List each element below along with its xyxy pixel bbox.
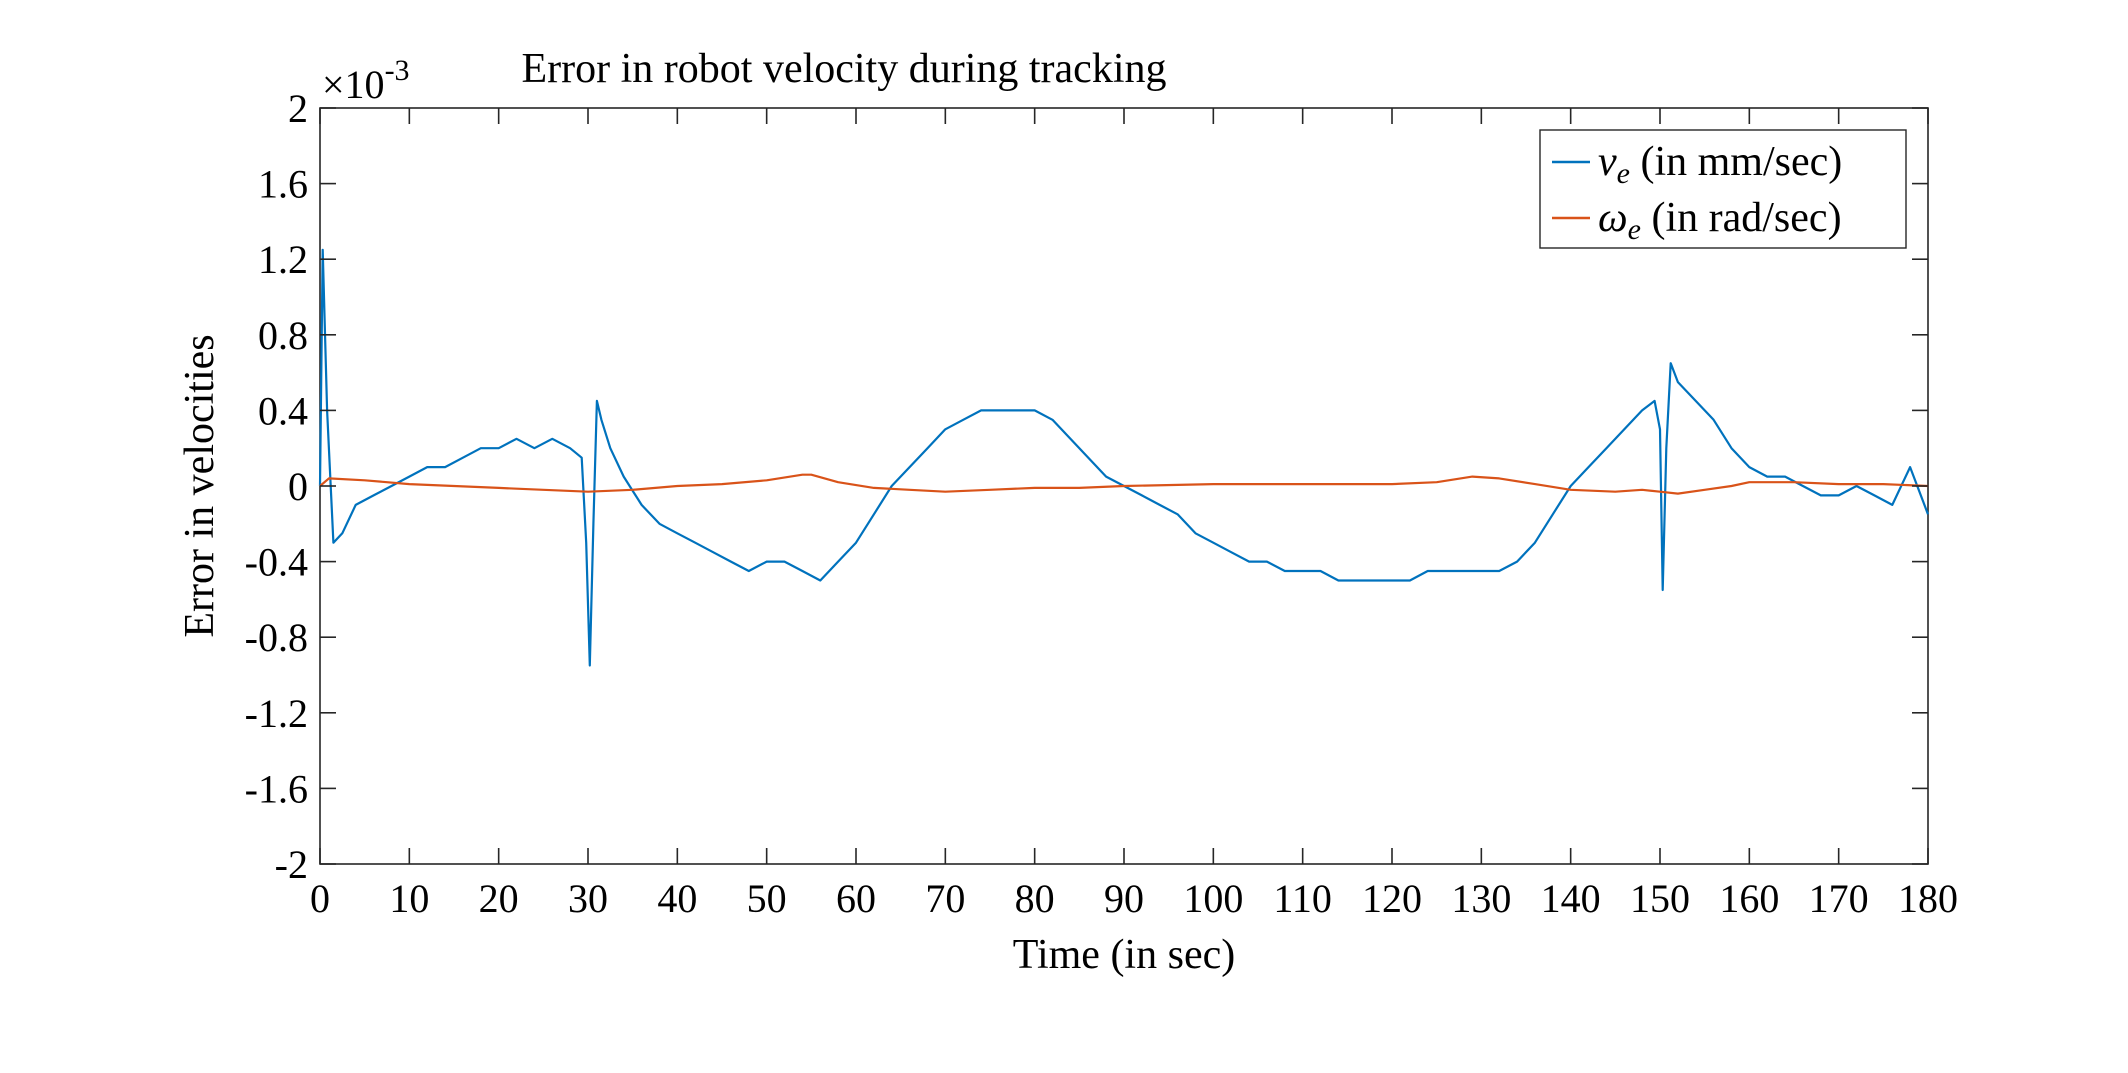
legend: ve (in mm/sec)ωe (in rad/sec) [1539,129,1907,249]
x-tick-label: 150 [1630,876,1690,921]
x-tick-label: 110 [1273,876,1332,921]
x-tick-marks [319,108,1929,864]
y-tick-label: -1.2 [245,691,308,736]
series-line-omega-e [319,473,1929,495]
y-tick-label: 0.4 [258,388,308,433]
x-tick-label: 20 [479,876,519,921]
x-tick-label: 40 [657,876,697,921]
y-tick-label: 1.6 [258,162,308,207]
x-axis-title: Time (in sec) [1013,932,1235,978]
x-tick-label: 160 [1719,876,1779,921]
x-tick-label: 100 [1183,876,1243,921]
y-tick-label: 0 [288,464,308,509]
x-tick-label: 140 [1541,876,1601,921]
x-tick-labels: 0 10 20 30 40 50 60 70 80 90 100 110 120 130 140 150 160… [310,876,1958,921]
y-tick-marks [320,107,1928,865]
y-tick-label: -0.8 [245,615,308,660]
legend-label-omega-e: ωe (in rad/sec) [1598,195,1842,246]
y-axis-title: Error in velocities [177,334,223,637]
series-layer [318,248,1930,667]
x-tick-label: 80 [1015,876,1055,921]
x-tick-label: 170 [1809,876,1869,921]
x-tick-label: 10 [389,876,429,921]
y-tick-label: -1.6 [245,766,308,811]
chart-title: Error in robot velocity during tracking [522,46,1167,92]
x-tick-label: 130 [1451,876,1511,921]
x-tick-label: 0 [310,876,330,921]
legend-box [1539,129,1907,249]
y-tick-label: -2 [275,842,308,887]
x-tick-label: 90 [1104,876,1144,921]
series-line-v-e [318,248,1930,667]
x-tick-label: 30 [568,876,608,921]
y-tick-labels: 2 1.6 1.2 0.8 0.4 0 -0.4 -0.8 -1.2 -1.6 -2 [245,86,308,887]
legend-label-v-e: ve (in mm/sec) [1598,139,1842,190]
y-tick-label: 0.8 [258,313,308,358]
x-tick-label: 120 [1362,876,1422,921]
y-tick-label: -0.4 [245,540,308,585]
x-tick-label: 50 [747,876,787,921]
x-tick-label: 70 [925,876,965,921]
y-exponent-label: ×10-3 [322,54,410,107]
y-tick-label: 1.2 [258,237,308,282]
x-tick-label: 180 [1898,876,1958,921]
x-tick-label: 60 [836,876,876,921]
y-tick-label: 2 [288,86,308,131]
